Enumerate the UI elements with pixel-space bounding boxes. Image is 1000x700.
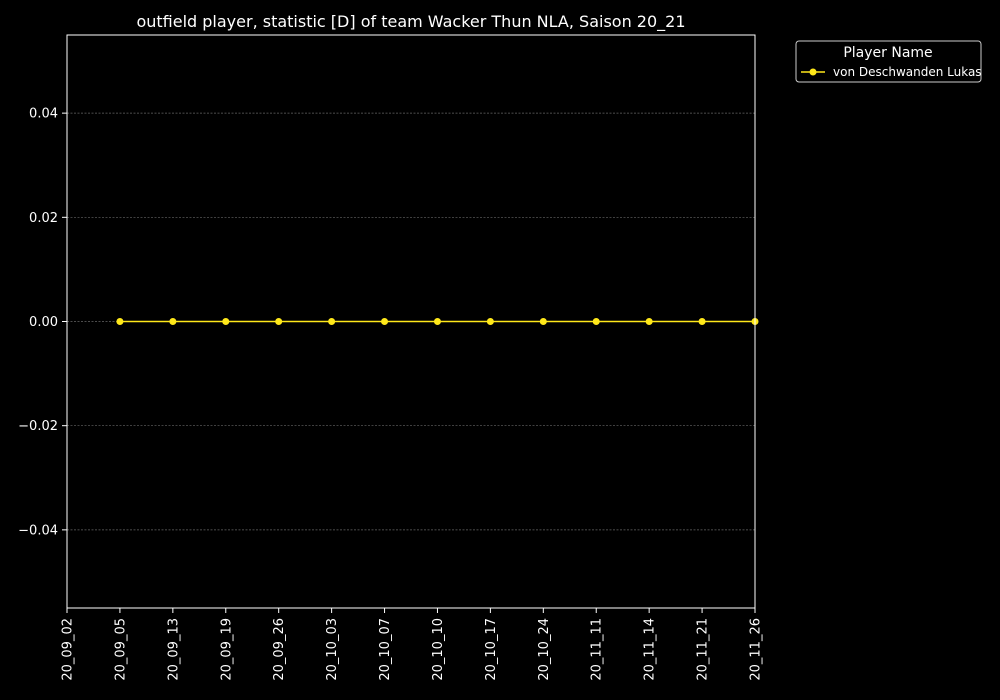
data-point	[381, 318, 389, 325]
legend-swatch-marker	[809, 68, 817, 76]
x-tick-label: 20_10_07	[378, 618, 393, 681]
x-tick-label: 20_10_24	[537, 618, 552, 681]
legend-entry-label: von Deschwanden Lukas	[833, 65, 982, 79]
y-tick-label: 0.00	[29, 315, 58, 330]
y-tick-label: −0.02	[18, 419, 58, 434]
y-tick-label: −0.04	[18, 523, 58, 538]
series-layer	[116, 318, 759, 325]
y-tick-label: 0.04	[29, 107, 58, 122]
legend: Player Name von Deschwanden Lukas	[795, 40, 982, 83]
data-point	[222, 318, 230, 325]
data-point	[275, 318, 283, 325]
data-point	[698, 318, 706, 325]
data-point	[169, 318, 177, 325]
x-tick-label: 20_10_10	[431, 618, 446, 681]
data-point	[486, 318, 494, 325]
data-point	[645, 318, 653, 325]
x-tick-label: 20_10_03	[325, 618, 340, 681]
data-point	[116, 318, 124, 325]
x-tick-label: 20_09_02	[61, 618, 76, 681]
x-tick-label: 20_09_19	[219, 618, 234, 681]
data-point	[539, 318, 547, 325]
x-tick-label: 20_10_17	[484, 618, 499, 681]
data-point	[433, 318, 441, 325]
y-axis-ticks: −0.04 −0.02 0.00 0.02 0.04	[18, 107, 67, 538]
y-tick-label: 0.02	[29, 211, 58, 226]
data-point	[328, 318, 336, 325]
x-tick-label: 20_09_13	[166, 618, 181, 681]
data-point	[592, 318, 600, 325]
x-tick-label: 20_11_11	[590, 618, 605, 681]
x-tick-label: 20_09_26	[272, 618, 287, 681]
x-tick-label: 20_11_14	[643, 618, 658, 681]
x-tick-label: 20_11_26	[749, 618, 764, 681]
legend-frame	[795, 40, 982, 83]
legend-title: Player Name	[843, 45, 932, 61]
x-axis-ticks: 20_09_02 20_09_05 20_09_13 20_09_19 20_09_26…	[61, 608, 764, 681]
x-tick-label: 20_11_21	[696, 618, 711, 681]
chart-title: outfield player, statistic [D] of team W…	[136, 12, 685, 32]
x-tick-label: 20_09_05	[113, 618, 128, 681]
